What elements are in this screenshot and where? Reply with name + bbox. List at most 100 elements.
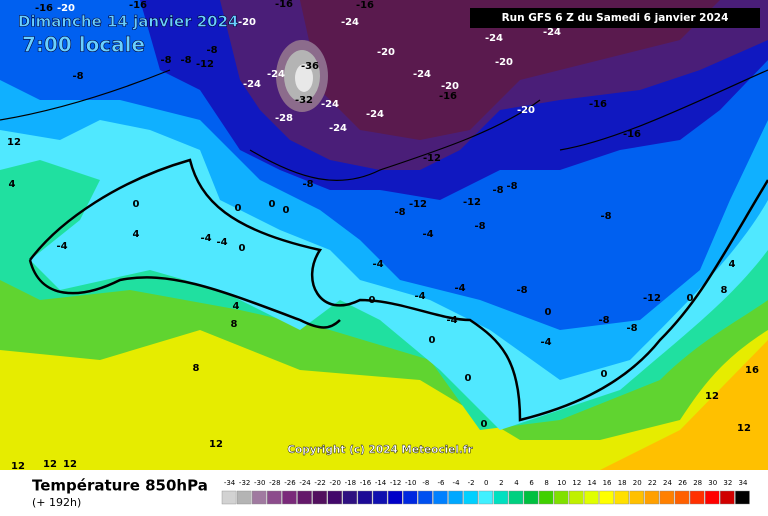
legend-label: 30 (708, 479, 717, 487)
forecast-time: 7:00 locale (22, 33, 145, 57)
contour-label: -8 (72, 71, 83, 82)
legend-label: -20 (330, 479, 341, 487)
legend-label: 0 (484, 479, 488, 487)
contour-label: -24 (341, 17, 359, 28)
temperature-field (0, 0, 768, 470)
legend-label: -24 (299, 479, 311, 487)
contour-label: 12 (209, 439, 223, 450)
legend-label: 4 (514, 479, 519, 487)
contour-label: -8 (516, 285, 527, 296)
legend-swatch (508, 490, 524, 505)
legend-label: -12 (390, 479, 401, 487)
contour-label: -28 (275, 113, 293, 124)
legend-swatch (236, 490, 252, 505)
contour-label: -8 (506, 181, 517, 192)
legend-swatch (569, 490, 584, 505)
contour-label: -24 (267, 69, 285, 80)
legend-swatch (433, 490, 448, 505)
contour-label: -8 (206, 45, 217, 56)
legend-swatch (342, 490, 358, 505)
legend-swatch (554, 490, 569, 505)
contour-label: -16 (129, 0, 147, 11)
contour-label: 12 (63, 459, 77, 470)
contour-label: -36 (301, 61, 319, 72)
legend-swatch (599, 490, 614, 505)
legend-swatch (418, 490, 433, 505)
contour-label: -8 (160, 55, 171, 66)
legend-swatch (644, 490, 660, 505)
legend-swatch (312, 490, 327, 505)
legend-swatch (523, 490, 539, 505)
contour-label: -24 (366, 109, 384, 120)
legend-label: -16 (360, 479, 372, 487)
isotherms (0, 69, 768, 422)
legend-label: -30 (254, 479, 265, 487)
legend-label: 14 (587, 479, 596, 487)
contour-label: 12 (11, 461, 25, 472)
contour-label: -32 (295, 95, 313, 106)
contour-label: -4 (422, 229, 433, 240)
contour-label: -16 (356, 0, 374, 11)
contour-label: -20 (377, 47, 395, 58)
copyright: Copyright (c) 2024 Meteociel.fr (287, 444, 473, 456)
contour-label: 0 (687, 293, 694, 304)
legend-label: -18 (345, 479, 356, 487)
contour-label: 4 (9, 179, 16, 190)
contour-label: 0 (465, 373, 472, 384)
contour-label: 0 (269, 199, 276, 210)
legend-swatch (720, 490, 735, 505)
legend-swatch (689, 490, 705, 505)
contour-label: -24 (321, 99, 339, 110)
legend-swatch (478, 490, 494, 505)
legend-label: -2 (468, 479, 475, 487)
contour-label: -20 (517, 105, 535, 116)
contour-label: -8 (600, 211, 611, 222)
legend-swatch (659, 490, 675, 505)
legend-label: 12 (572, 479, 581, 487)
legend-swatch (221, 490, 237, 505)
contour-label: -16 (275, 0, 293, 10)
contour-label: -24 (329, 123, 347, 134)
legend-label: 22 (648, 479, 657, 487)
legend-swatch (629, 490, 645, 505)
contour-label: -16 (35, 3, 53, 14)
footer-lead: (+ 192h) (32, 496, 81, 509)
contour-label: -16 (623, 129, 641, 140)
legend-label: 2 (499, 479, 503, 487)
contour-label: -16 (589, 99, 607, 110)
contour-label: -4 (216, 237, 227, 248)
contour-label: -8 (492, 185, 503, 196)
contour-label: 12 (737, 423, 751, 434)
legend-label: 34 (738, 479, 747, 487)
legend-label: -14 (375, 479, 387, 487)
run-box (470, 8, 760, 28)
contour-label: -24 (485, 33, 503, 44)
legend-swatch (387, 490, 403, 505)
contour-label: -4 (414, 291, 425, 302)
legend-swatch (372, 490, 388, 505)
contour-label: -20 (238, 17, 256, 28)
contour-label: -8 (626, 323, 637, 334)
contour-label: -24 (413, 69, 431, 80)
contour-label: 4 (133, 229, 140, 240)
legend-label: 16 (603, 479, 612, 487)
legend-swatch (674, 490, 690, 505)
footer-title: Température 850hPa (32, 477, 208, 495)
contour-labels: -16 -20 -16-20-16-24-16-8-8-12-8-24-20-24-… (7, 0, 759, 472)
contour-label: 8 (231, 319, 238, 330)
legend-label: -6 (437, 479, 445, 487)
legend-swatch (735, 490, 750, 505)
legend-label: 8 (544, 479, 548, 487)
legend-label: -8 (422, 479, 429, 487)
legend-swatch (282, 490, 297, 505)
legend-label: 24 (663, 479, 672, 487)
contour-label: 0 (369, 295, 376, 306)
contour-label: 8 (193, 363, 200, 374)
contour-label: -20 (495, 57, 513, 68)
contour-label: -12 (409, 199, 427, 210)
contour-label: 4 (729, 259, 736, 270)
contour-label: 0 (283, 205, 290, 216)
contour-label: -24 (543, 27, 561, 38)
legend-label: 32 (723, 479, 732, 487)
